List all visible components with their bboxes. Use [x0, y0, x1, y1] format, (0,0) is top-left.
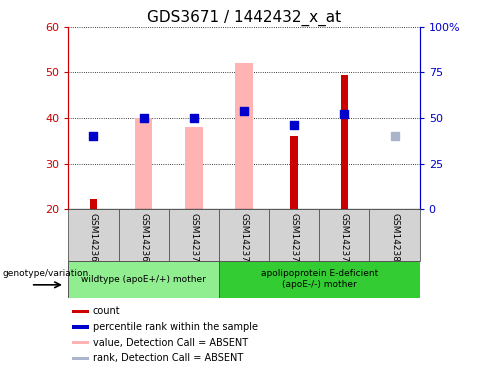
Point	[89, 133, 97, 139]
Bar	[269, 209, 319, 261]
Bar	[185, 127, 203, 209]
Bar	[341, 75, 348, 209]
Bar	[319, 209, 369, 261]
Point	[190, 115, 198, 121]
Text: GSM142369: GSM142369	[139, 214, 148, 268]
Title: GDS3671 / 1442432_x_at: GDS3671 / 1442432_x_at	[147, 9, 341, 25]
Text: value, Detection Call = ABSENT: value, Detection Call = ABSENT	[93, 338, 248, 348]
Bar	[219, 261, 420, 298]
Text: GSM142370: GSM142370	[189, 214, 198, 268]
Bar	[72, 357, 89, 360]
Text: rank, Detection Call = ABSENT: rank, Detection Call = ABSENT	[93, 353, 243, 363]
Bar	[235, 63, 253, 209]
Text: GSM142372: GSM142372	[240, 214, 248, 268]
Bar	[72, 310, 89, 313]
Text: apolipoprotein E-deficient
(apoE-/-) mother: apolipoprotein E-deficient (apoE-/-) mot…	[261, 269, 378, 290]
Bar	[90, 199, 97, 209]
Bar	[68, 209, 119, 261]
Text: GSM142374: GSM142374	[290, 214, 299, 268]
Bar	[72, 341, 89, 344]
Bar	[72, 325, 89, 329]
Bar	[290, 136, 298, 209]
Bar	[169, 209, 219, 261]
Point	[391, 133, 399, 139]
Bar	[369, 209, 420, 261]
Text: count: count	[93, 306, 121, 316]
Bar	[135, 118, 152, 209]
Text: wildtype (apoE+/+) mother: wildtype (apoE+/+) mother	[81, 275, 206, 284]
Point	[140, 115, 147, 121]
Point	[240, 108, 248, 114]
Text: GSM142380: GSM142380	[390, 214, 399, 268]
Bar	[219, 209, 269, 261]
Bar	[68, 261, 219, 298]
Point	[290, 122, 298, 128]
Text: GSM142367: GSM142367	[89, 214, 98, 268]
Text: GSM142376: GSM142376	[340, 214, 349, 268]
Point	[341, 111, 348, 117]
Text: percentile rank within the sample: percentile rank within the sample	[93, 322, 258, 332]
Bar	[119, 209, 169, 261]
Text: genotype/variation: genotype/variation	[2, 270, 89, 278]
